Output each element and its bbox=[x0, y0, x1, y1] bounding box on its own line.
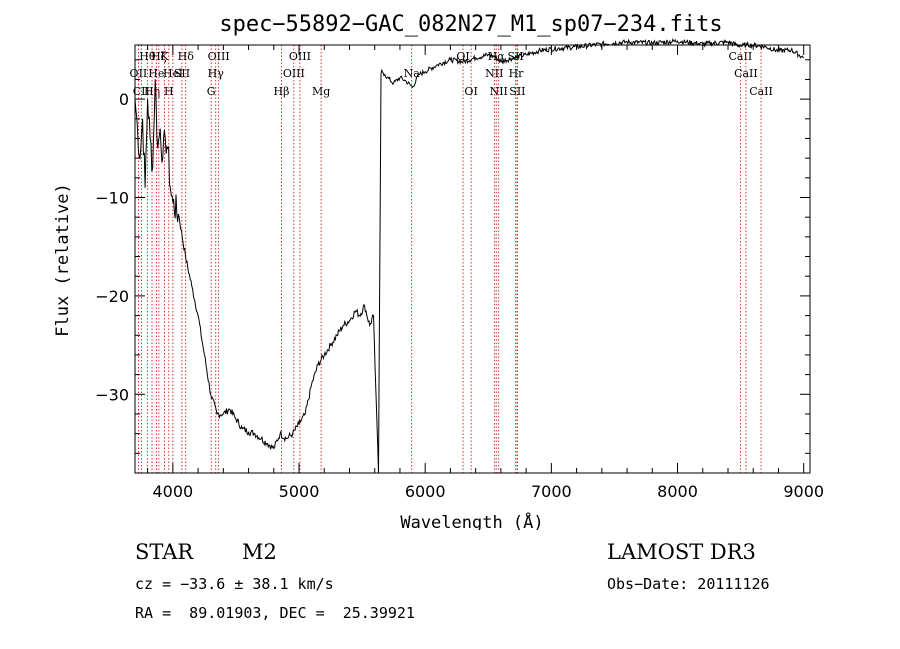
x-tick-label-2: 6000 bbox=[405, 482, 446, 501]
y-axis-label: Flux (relative) bbox=[53, 183, 73, 337]
survey-name: LAMOST DR3 bbox=[607, 540, 756, 564]
spectral-line-label-27: CaII bbox=[729, 50, 753, 63]
x-axis-label: Wavelength (Å) bbox=[400, 511, 543, 530]
spectral-line-label-28: CaII bbox=[734, 67, 758, 80]
x-axis-ticks: 4000 5000 6000 7000 8000 9000 bbox=[147, 45, 824, 501]
spectral-line-label-26: SII bbox=[509, 85, 525, 98]
y-tick-label-1: −10 bbox=[95, 189, 129, 208]
redshift-text: cz = −33.6 ± 38.1 km/s bbox=[135, 575, 334, 593]
spectral-line-label-25: Hr bbox=[509, 67, 525, 80]
x-tick-label-4: 8000 bbox=[657, 482, 698, 501]
spectral-line-label-20: OI bbox=[464, 85, 477, 98]
object-subclass: M2 bbox=[242, 540, 277, 564]
spectral-line-label-0: OII bbox=[130, 67, 148, 80]
spectral-line-label-10: Hδ bbox=[178, 50, 195, 63]
object-class: STAR bbox=[135, 540, 194, 564]
spectral-line-markers: OIICIIHθHηHeHζKHHelSIIHδGHγOIIIHβOIIIOII… bbox=[130, 45, 773, 473]
spectral-line-label-18: Na bbox=[404, 67, 421, 80]
spectral-line-label-16: OIII bbox=[289, 50, 311, 63]
y-tick-label-2: −20 bbox=[95, 287, 129, 306]
spectral-line-label-7: H bbox=[164, 85, 174, 98]
flux-series-line bbox=[134, 37, 804, 474]
chart-title: spec−55892−GAC_082N27_M1_sp07−234.fits bbox=[219, 12, 722, 37]
y-tick-label-3: −30 bbox=[95, 385, 129, 404]
x-tick-label-1: 5000 bbox=[279, 482, 320, 501]
y-tick-label-0: 0 bbox=[119, 90, 129, 109]
spectrum-chart: spec−55892−GAC_082N27_M1_sp07−234.fits O… bbox=[53, 12, 824, 530]
spectral-line-label-3: Hη bbox=[144, 85, 160, 98]
coordinates-text: RA = 89.01903, DEC = 25.39921 bbox=[135, 604, 415, 622]
spectral-line-label-6: K bbox=[160, 50, 169, 63]
x-tick-label-3: 7000 bbox=[531, 482, 572, 501]
obs-date: Obs−Date: 20111126 bbox=[607, 575, 770, 593]
spectral-line-label-23: NII bbox=[490, 85, 508, 98]
spectral-line-label-9: SII bbox=[174, 67, 190, 80]
spectral-line-label-8: Hel bbox=[163, 67, 183, 80]
spectral-line-label-17: Mg bbox=[312, 85, 330, 98]
spectral-line-label-14: Hβ bbox=[274, 85, 290, 98]
x-tick-label-0: 4000 bbox=[152, 482, 193, 501]
spectral-line-label-5: Hζ bbox=[151, 50, 167, 63]
spectral-line-label-4: He bbox=[148, 67, 164, 80]
spectral-line-label-21: NII bbox=[485, 67, 503, 80]
spectral-line-label-29: CaII bbox=[749, 85, 773, 98]
spectral-line-label-12: Hγ bbox=[208, 67, 225, 80]
spectral-line-label-15: OIII bbox=[283, 67, 305, 80]
spectral-line-label-13: OIII bbox=[208, 50, 230, 63]
spectral-line-label-11: G bbox=[207, 85, 216, 98]
x-tick-label-5: 9000 bbox=[783, 482, 824, 501]
y-axis-ticks: 0 −10 −20 −30 bbox=[95, 59, 810, 454]
spectral-line-label-1: CII bbox=[133, 85, 150, 98]
plot-frame bbox=[134, 44, 811, 474]
